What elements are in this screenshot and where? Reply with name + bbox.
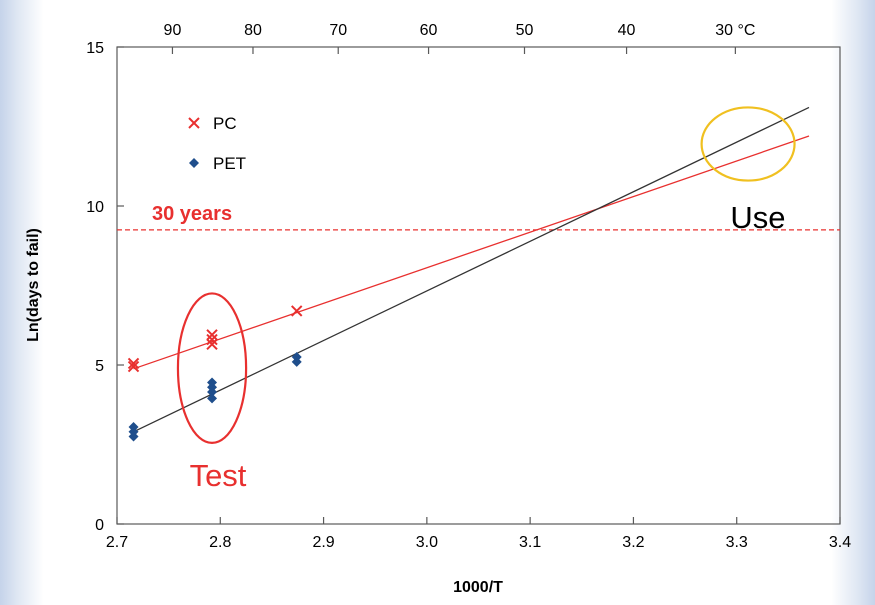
top-tick-label: 30 °C: [715, 22, 755, 39]
annotation-label: Use: [730, 200, 785, 235]
top-tick-label: 50: [516, 22, 534, 39]
data-point: [207, 377, 218, 388]
x-tick-label: 3.3: [726, 534, 748, 551]
x-tick-label: 3.1: [519, 534, 541, 551]
fit-line: [133, 135, 810, 370]
annotation-ellipse: [176, 292, 248, 445]
plot-frame: [116, 46, 841, 525]
data-point: [206, 329, 218, 341]
top-tick-label: 70: [329, 22, 347, 39]
annotation-label: Test: [190, 458, 247, 493]
top-tick-label: 60: [420, 22, 438, 39]
annotation-ellipse: [700, 106, 796, 182]
data-point: [291, 305, 303, 317]
data-point: [127, 360, 140, 373]
y-tick-label: 0: [95, 517, 104, 534]
y-tick-label: 5: [95, 358, 104, 375]
top-tick-label: 90: [164, 22, 182, 39]
y-axis-title: Ln(days to fail): [25, 228, 42, 342]
legend-marker: [188, 117, 200, 129]
data-point: [206, 338, 218, 351]
reference-line-label: 30 years: [152, 203, 232, 225]
y-tick-label: 10: [86, 199, 104, 216]
data-point: [128, 422, 139, 433]
x-axis-title: 1000/T: [453, 579, 503, 596]
legend-marker: [189, 158, 199, 168]
y-tick-label: 15: [86, 40, 104, 57]
data-point: [127, 357, 140, 370]
reference-line-group: 30 years: [117, 203, 840, 231]
x-tick-label: 3.0: [416, 534, 438, 551]
legend: PC PET: [188, 114, 246, 173]
x-tick-label: 2.8: [209, 534, 231, 551]
x-tick-label: 2.9: [312, 534, 334, 551]
legend-label: PC: [213, 114, 237, 133]
legend-label: PET: [213, 154, 246, 173]
x-tick-label: 3.4: [829, 534, 851, 551]
axes-group: 2.7 2.8 2.9 3.0 3.1 3.2 3.3 3.4 0 5 10 15 90 80 70 60 50…: [86, 22, 851, 551]
top-tick-label: 40: [618, 22, 636, 39]
top-tick-label: 80: [244, 22, 262, 39]
annotations-group: Test Use: [176, 106, 796, 493]
x-tick-label: 2.7: [106, 534, 128, 551]
data-point: [206, 333, 218, 346]
data-point: [207, 393, 218, 404]
x-tick-label: 3.2: [622, 534, 644, 551]
data-points-group: [127, 305, 303, 442]
data-point: [291, 352, 302, 363]
